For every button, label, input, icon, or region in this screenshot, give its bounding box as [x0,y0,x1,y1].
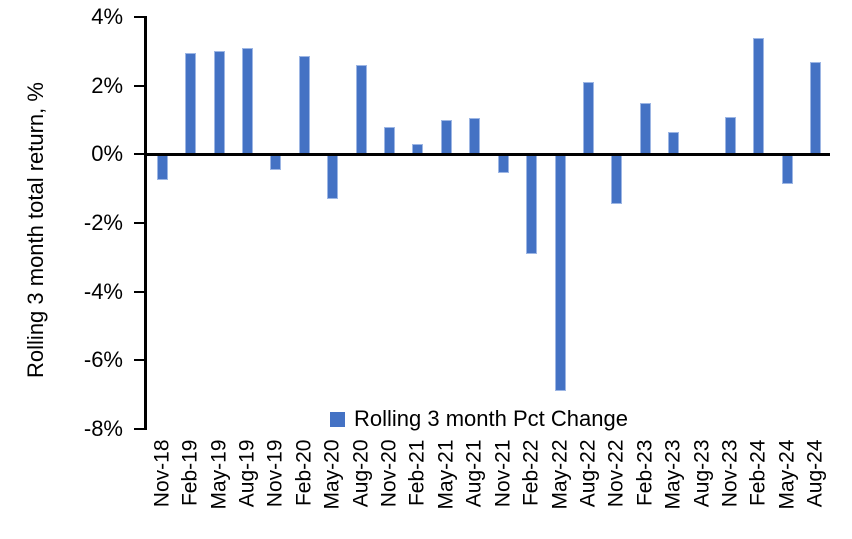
bar-Aug-24 [810,61,822,155]
legend-swatch [330,411,345,427]
bar-Nov-18 [156,154,168,181]
x-axis-tick-label: May-23 [661,439,685,510]
x-axis-tick-label: Feb-22 [519,439,543,507]
bar-Nov-21 [497,154,509,174]
bar-Aug-22 [582,82,594,155]
y-axis-tick-label: 0% [91,141,123,167]
bar-Aug-21 [469,118,481,155]
bar-Feb-24 [753,37,765,155]
x-axis-tick-label: Aug-20 [349,439,373,508]
bar-Feb-23 [639,102,651,155]
zero-axis-line [144,152,830,156]
y-axis-tick-label: -6% [83,347,123,373]
x-axis-tick-label: Feb-21 [405,439,429,507]
x-axis-tick-label: May-24 [775,439,799,510]
y-axis-tick-label: -8% [83,416,123,441]
bar-Aug-20 [355,65,367,155]
bar-May-19 [213,51,225,155]
x-axis-tick-label: Aug-19 [235,439,259,508]
bar-Nov-22 [611,154,623,205]
x-axis-tick-label: Aug-22 [576,439,600,508]
y-axis-tick-label: -2% [83,210,123,235]
bar-Nov-20 [384,126,396,155]
y-axis-tick-mark [134,290,146,293]
x-axis-tick-label: Nov-18 [150,439,174,508]
bar-May-20 [327,154,339,199]
x-axis-tick-label: Aug-23 [690,439,714,508]
bar-May-21 [440,120,452,155]
x-axis-tick-label: Nov-20 [377,439,401,508]
x-axis-tick-label: May-20 [320,439,344,510]
bar-Feb-19 [185,53,197,155]
bar-May-23 [668,132,680,155]
y-axis-tick-mark [134,84,146,87]
x-axis-tick-label: May-21 [434,439,458,510]
bar-Feb-20 [298,56,310,155]
x-axis-tick-label: Aug-21 [462,439,486,508]
y-axis-tick-mark [134,359,146,362]
x-axis-tick-label: Aug-24 [803,439,827,508]
bar-Aug-19 [241,47,253,155]
y-axis-tick-label: -4% [83,278,123,304]
x-axis-tick-label: May-22 [548,439,572,510]
bar-Nov-19 [270,154,282,170]
y-axis-tick-mark [134,222,146,224]
x-axis-tick-label: Feb-24 [746,439,770,507]
x-axis-tick-label: May-19 [207,439,231,510]
bar-May-22 [554,154,566,392]
y-axis-title: Rolling 3 month total return, % [23,82,48,378]
legend-label: Rolling 3 month Pct Change [354,406,628,431]
x-axis-tick-label: Nov-21 [491,439,515,508]
x-axis-tick-label: Nov-19 [263,439,287,508]
x-axis-tick-label: Feb-23 [633,439,657,507]
x-axis-tick-label: Nov-22 [604,439,628,508]
y-axis-tick-mark [134,16,146,18]
y-axis-tick-mark [134,153,146,156]
y-axis-tick-label: 2% [91,72,123,98]
x-axis-tick-label: Feb-20 [292,439,316,507]
x-axis-tick-label: Feb-19 [178,439,202,507]
bar-May-24 [781,154,793,184]
y-axis-tick-mark [134,428,146,430]
x-axis-tick-label: Nov-23 [718,439,742,508]
bar-Nov-23 [725,116,737,155]
y-axis-tick-label: 4% [91,4,123,29]
legend: Rolling 3 month Pct Change [330,408,628,430]
bar-Feb-22 [526,154,538,254]
